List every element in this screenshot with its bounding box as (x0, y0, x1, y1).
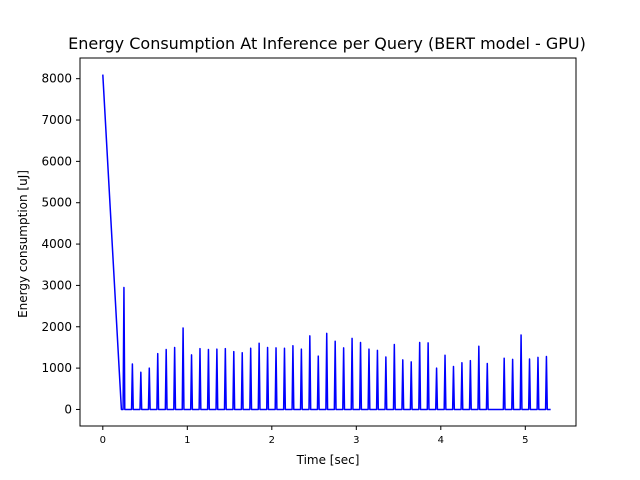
y-tick-label: 2000 (41, 320, 72, 334)
x-tick-label: 5 (522, 435, 528, 446)
y-axis-title: Energy consumption [uJ] (16, 170, 30, 318)
x-axis-title: Time [sec] (296, 453, 360, 467)
y-tick-label: 6000 (41, 154, 72, 168)
y-tick-label: 1000 (41, 361, 72, 375)
plot-frame (79, 57, 577, 427)
y-tick-label: 7000 (41, 113, 72, 127)
y-tick-label: 8000 (41, 72, 72, 86)
y-axis-ticks: 0 1000 2000 3000 4000 5000 6000 7000 8000 (41, 72, 80, 416)
x-tick-label: 4 (438, 435, 444, 446)
y-tick-label: 0 (64, 402, 72, 416)
chart-title: Energy Consumption At Inference per Quer… (68, 34, 586, 53)
y-tick-label: 3000 (41, 278, 72, 292)
x-tick-label: 1 (184, 435, 190, 446)
x-tick-label: 3 (353, 435, 359, 446)
y-tick-label: 4000 (41, 237, 72, 251)
x-tick-label: 0 (100, 435, 106, 446)
plot-area (79, 57, 577, 427)
series-line (102, 74, 551, 411)
y-tick-label: 5000 (41, 196, 72, 210)
x-tick-label: 2 (269, 435, 275, 446)
x-axis-ticks: 0 1 2 3 4 5 (100, 426, 528, 446)
